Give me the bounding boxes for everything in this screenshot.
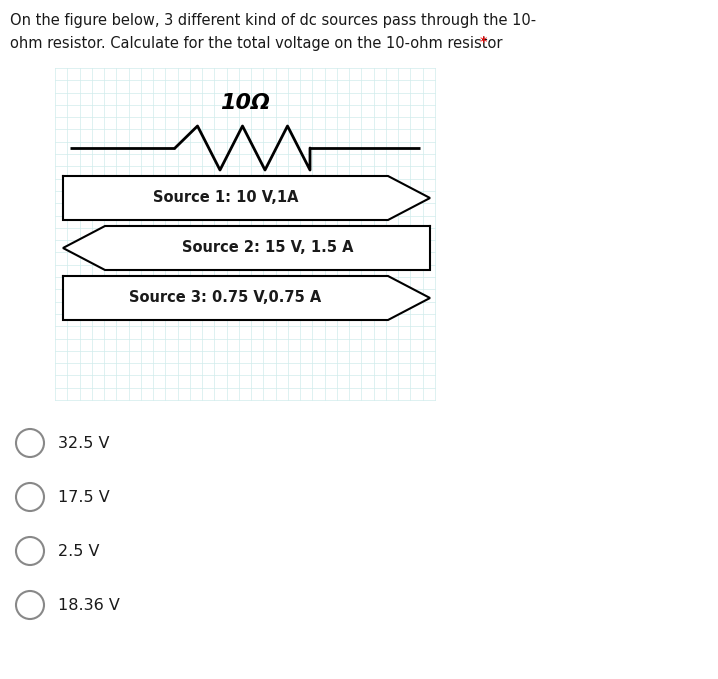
Text: Source 2: 15 V, 1.5 A: Source 2: 15 V, 1.5 A [182, 240, 353, 255]
Polygon shape [63, 226, 430, 270]
Polygon shape [63, 176, 430, 220]
Text: ohm resistor. Calculate for the total voltage on the 10-ohm resistor: ohm resistor. Calculate for the total vo… [10, 36, 503, 51]
Circle shape [16, 483, 44, 511]
Circle shape [16, 537, 44, 565]
Polygon shape [63, 276, 430, 320]
Text: Source 1: 10 V,1A: Source 1: 10 V,1A [153, 191, 298, 206]
Text: Source 3: 0.75 V,0.75 A: Source 3: 0.75 V,0.75 A [129, 291, 322, 306]
Circle shape [16, 591, 44, 619]
Text: On the figure below, 3 different kind of dc sources pass through the 10-: On the figure below, 3 different kind of… [10, 13, 536, 28]
Text: 17.5 V: 17.5 V [58, 490, 110, 504]
Circle shape [16, 429, 44, 457]
Text: 2.5 V: 2.5 V [58, 543, 100, 559]
Text: 32.5 V: 32.5 V [58, 435, 110, 450]
Text: *: * [480, 36, 488, 51]
Text: 10Ω: 10Ω [220, 93, 270, 113]
Text: 18.36 V: 18.36 V [58, 598, 120, 612]
